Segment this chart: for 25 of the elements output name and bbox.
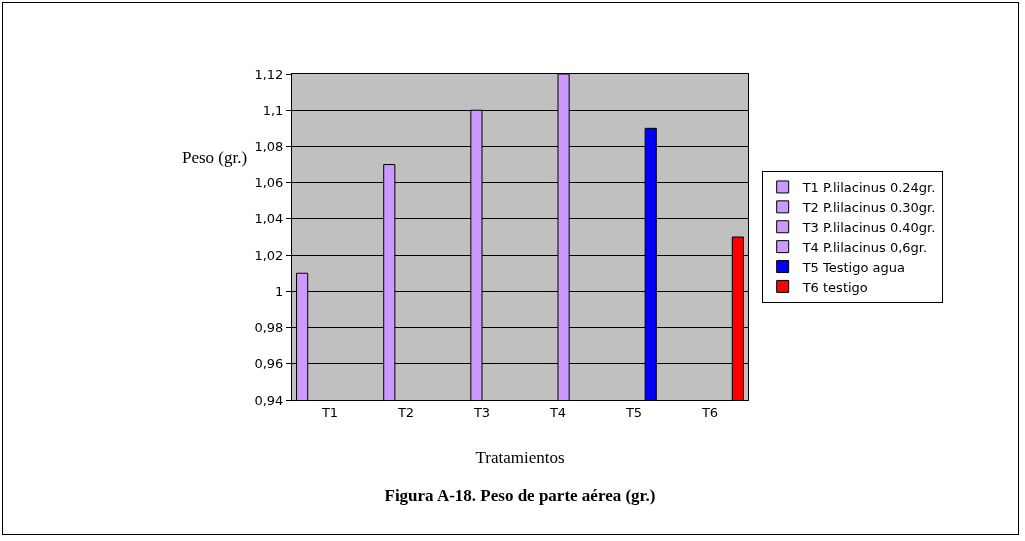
- legend-label: T3 P.lilacinus 0.40gr.: [801, 219, 936, 235]
- legend-label: T4 P.lilacinus 0,6gr.: [801, 239, 928, 255]
- y-tick-label: 0,98: [254, 320, 284, 336]
- x-tick-label: T2: [396, 404, 415, 420]
- y-tick-label: 0,94: [254, 392, 284, 408]
- legend-label: T2 P.lilacinus 0.30gr.: [801, 199, 936, 215]
- x-tick-label: T1: [320, 404, 339, 420]
- x-tick-label: T4: [548, 404, 567, 420]
- x-tick-label: T6: [700, 404, 719, 420]
- y-tick-label: 1,1: [262, 102, 284, 118]
- y-tick-label: 1,08: [254, 138, 284, 154]
- y-tick-label: 1: [275, 283, 284, 299]
- text: Figura A-18. Peso de parte aérea (gr.): [384, 485, 656, 505]
- legend-label: T6 testigo: [801, 279, 868, 295]
- y-tick-label: 1,04: [254, 211, 284, 227]
- x-tick-label: T3: [472, 404, 491, 420]
- y-tick-label: 1,12: [254, 66, 284, 82]
- legend-label: T5 Testigo agua: [801, 259, 906, 275]
- x-axis-title: Tratamientos: [475, 448, 565, 467]
- legend-label: T1 P.lilacinus 0.24gr.: [801, 180, 936, 196]
- y-tick-label: 0,96: [254, 356, 284, 372]
- y-tick-label: 1,02: [254, 247, 284, 263]
- x-tick-label: T5: [624, 404, 643, 420]
- y-axis-title: Peso (gr.): [182, 148, 248, 167]
- y-tick-label: 1,06: [254, 175, 284, 191]
